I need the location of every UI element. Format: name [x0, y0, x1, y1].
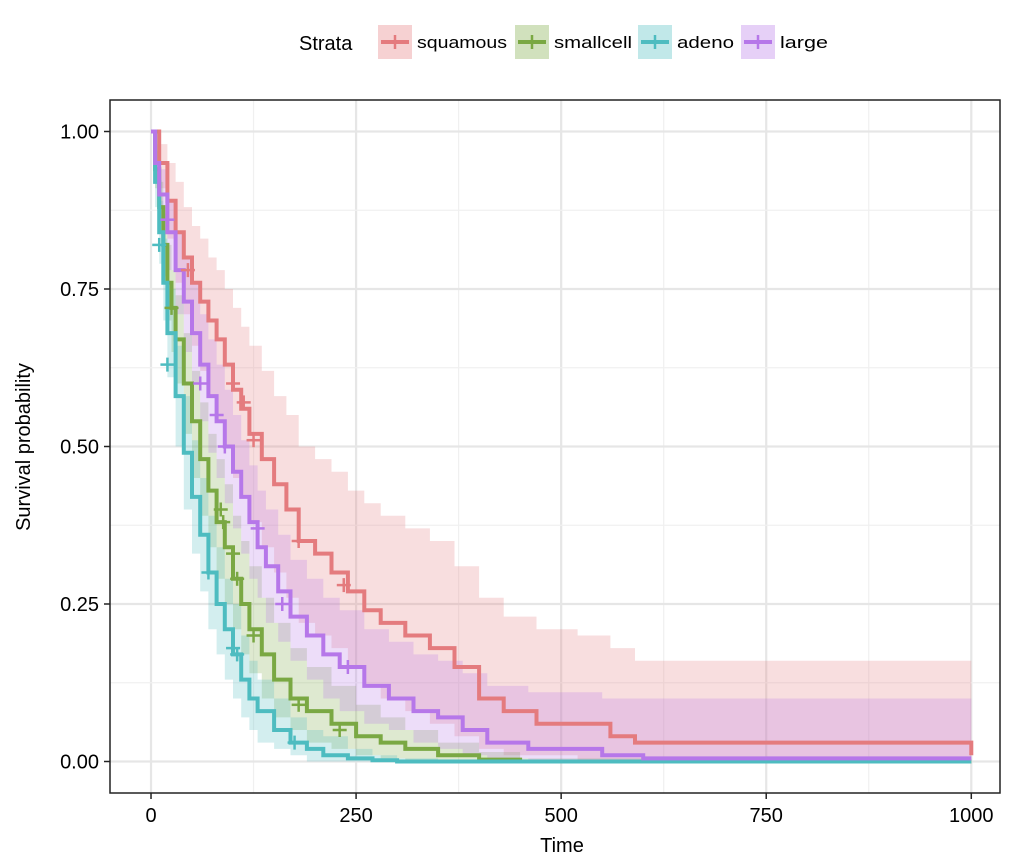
curve-squamous	[151, 129, 974, 756]
censor-marks	[152, 212, 355, 750]
legend-item-smallcell: smallcell	[515, 25, 632, 59]
legend-item-large: large	[741, 25, 828, 59]
y-tick-label: 1.00	[60, 122, 99, 144]
legend: Strata squamous smallcell adeno large	[299, 25, 828, 59]
confidence-band-squamous	[151, 131, 972, 762]
x-tick-label: 1000	[949, 805, 994, 827]
x-tick-label: 0	[145, 805, 156, 827]
confidence-bands	[151, 131, 972, 762]
x-axis-label: Time	[540, 835, 584, 857]
curve-adeno	[151, 129, 972, 764]
y-axis-label: Survival probability	[13, 363, 35, 531]
axes: 0 250 500 750 1000 0.00 0.25 0.50 0.75 1.00	[60, 122, 993, 828]
curve-large	[151, 129, 972, 761]
y-tick-label: 0.50	[60, 437, 99, 459]
y-tick-label: 0.75	[60, 279, 99, 301]
x-tick-label: 250	[339, 805, 372, 827]
legend-title: Strata	[299, 33, 353, 55]
legend-label: adeno	[677, 33, 734, 52]
legend-label: large	[780, 33, 828, 52]
confidence-band-large	[151, 131, 972, 762]
legend-label: smallcell	[554, 33, 632, 52]
legend-item-adeno: adeno	[638, 25, 734, 59]
y-tick-label: 0.25	[60, 594, 99, 616]
y-tick-label: 0.00	[60, 752, 99, 774]
x-tick-label: 500	[544, 805, 577, 827]
confidence-band-adeno	[151, 131, 972, 762]
legend-item-squamous: squamous	[378, 25, 507, 59]
x-tick-label: 750	[750, 805, 783, 827]
legend-label: squamous	[417, 33, 507, 52]
